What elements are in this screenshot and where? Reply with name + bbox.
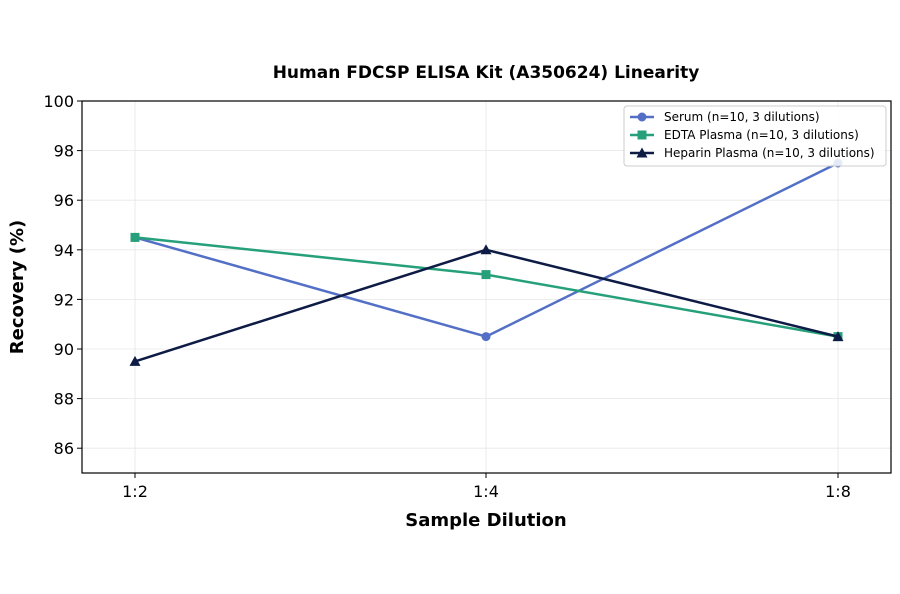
- y-tick-label: 96: [54, 191, 74, 210]
- data-point: [480, 244, 492, 255]
- legend-box: [623, 105, 887, 167]
- chart-title: Human FDCSP ELISA Kit (A350624) Linearit…: [273, 63, 700, 83]
- y-tick-label: 90: [54, 340, 74, 359]
- x-tick-label: 1:8: [825, 482, 851, 501]
- series-layer: [129, 158, 844, 366]
- legend-swatch-marker: [637, 130, 647, 140]
- x-axis: 1:2 1:4 1:8: [122, 473, 851, 501]
- legend-swatch-marker: [636, 147, 648, 158]
- y-tick-label: 94: [54, 241, 74, 260]
- data-point: [130, 232, 140, 242]
- y-tick-label: 100: [43, 92, 74, 111]
- legend-label: Serum (n=10, 3 dilutions): [664, 110, 820, 124]
- y-tick-label: 98: [54, 142, 74, 161]
- legend-item: Serum (n=10, 3 dilutions): [630, 110, 820, 124]
- legend-item: EDTA Plasma (n=10, 3 dilutions): [630, 128, 859, 142]
- data-point: [129, 355, 141, 366]
- data-point: [481, 332, 491, 342]
- series-3: [129, 244, 844, 366]
- legend-swatch-marker: [637, 112, 647, 122]
- y-axis: 86 88 90 92 94 96 98 100: [43, 92, 82, 458]
- x-axis-label: Sample Dilution: [405, 510, 566, 531]
- data-point: [832, 331, 844, 342]
- legend-label: EDTA Plasma (n=10, 3 dilutions): [664, 128, 859, 142]
- y-axis-label: Recovery (%): [7, 220, 28, 354]
- legend-label: Heparin Plasma (n=10, 3 dilutions): [664, 146, 875, 160]
- data-point: [481, 270, 491, 280]
- x-tick-label: 1:2: [122, 482, 148, 501]
- legend: Serum (n=10, 3 dilutions) EDTA Plasma (n=…: [623, 105, 887, 167]
- legend-item: Heparin Plasma (n=10, 3 dilutions): [630, 146, 875, 160]
- x-tick-label: 1:4: [473, 482, 499, 501]
- y-tick-label: 92: [54, 290, 74, 309]
- y-tick-label: 86: [54, 439, 74, 458]
- y-tick-label: 88: [54, 390, 74, 409]
